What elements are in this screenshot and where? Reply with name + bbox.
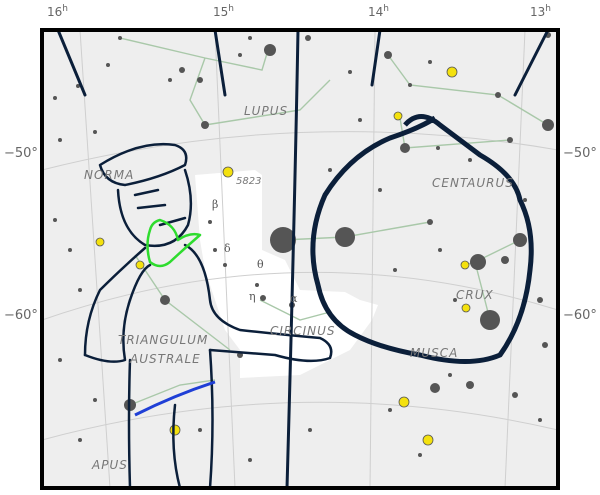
label-australe: AUSTRALE: [130, 352, 201, 366]
label-apus: APUS: [92, 458, 128, 472]
greek-beta: β: [212, 198, 219, 211]
label-crux: CRUX: [456, 288, 494, 302]
greek-eta: η: [249, 290, 256, 303]
label-musca: MUSCA: [410, 346, 459, 360]
blue-stroke: [134, 380, 216, 417]
ra-label-16h: 16h: [47, 4, 68, 19]
star-clusters: [95, 66, 471, 446]
label-centaurus: CENTAURUS: [432, 176, 514, 190]
label-norma: NORMA: [84, 168, 135, 182]
milky-way-region: [195, 170, 378, 378]
person-drawing: [83, 143, 333, 490]
dec-label-minus50-right: −50°: [563, 146, 597, 161]
greek-delta: δ: [224, 242, 231, 255]
ra-label-13h: 13h: [530, 4, 551, 19]
green-hand: [146, 218, 202, 268]
object-label-5823: 5823: [236, 176, 262, 187]
dec-label-minus60-right: −60°: [563, 308, 597, 323]
greek-alpha: α: [290, 292, 298, 305]
map-frame: [40, 28, 560, 490]
ra-label-14h: 14h: [368, 4, 389, 19]
greek-theta: θ: [257, 258, 264, 271]
star-field: [53, 32, 554, 462]
constellation-lines: [119, 37, 549, 406]
dec-label-minus50-left: −50°: [4, 146, 38, 161]
dec-label-minus60-left: −60°: [4, 308, 38, 323]
vertical-drawn-line: [285, 29, 300, 489]
scribbled-circle: [310, 114, 534, 364]
label-triangulum: TRIANGULUM: [118, 333, 209, 347]
label-lupus: LUPUS: [244, 104, 289, 118]
ra-label-15h: 15h: [213, 4, 234, 19]
coordinate-grid: [41, 29, 559, 489]
ra-marker-strokes: [56, 28, 550, 97]
label-circinus: CIRCINUS: [270, 324, 336, 338]
